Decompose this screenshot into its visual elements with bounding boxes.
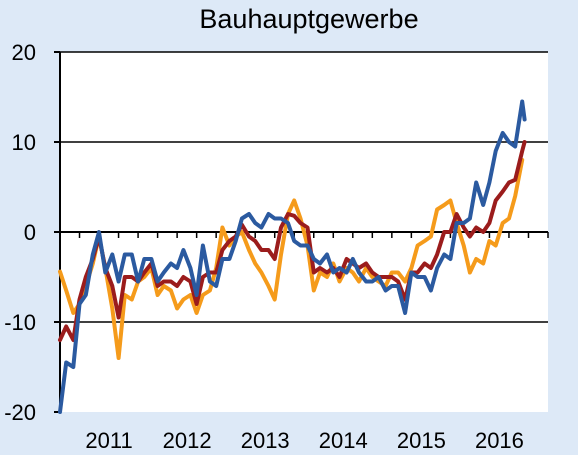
x-tick-label: 2011 <box>85 428 132 453</box>
x-tick-label: 2012 <box>163 428 212 453</box>
y-tick-label: 10 <box>12 130 36 155</box>
x-tick-label: 2016 <box>475 428 524 453</box>
x-tick-label: 2014 <box>319 428 368 453</box>
series-line-1 <box>58 158 525 360</box>
series-line-3 <box>58 99 527 414</box>
y-tick-label: 20 <box>12 40 36 65</box>
x-tick-label: 2013 <box>241 428 290 453</box>
y-tick-label: -20 <box>4 400 36 425</box>
chart-title: Bauhauptgewerbe <box>199 4 419 34</box>
y-tick-label: -10 <box>4 310 36 335</box>
y-tick-label: 0 <box>24 220 36 245</box>
x-tick-label: 2015 <box>397 428 446 453</box>
